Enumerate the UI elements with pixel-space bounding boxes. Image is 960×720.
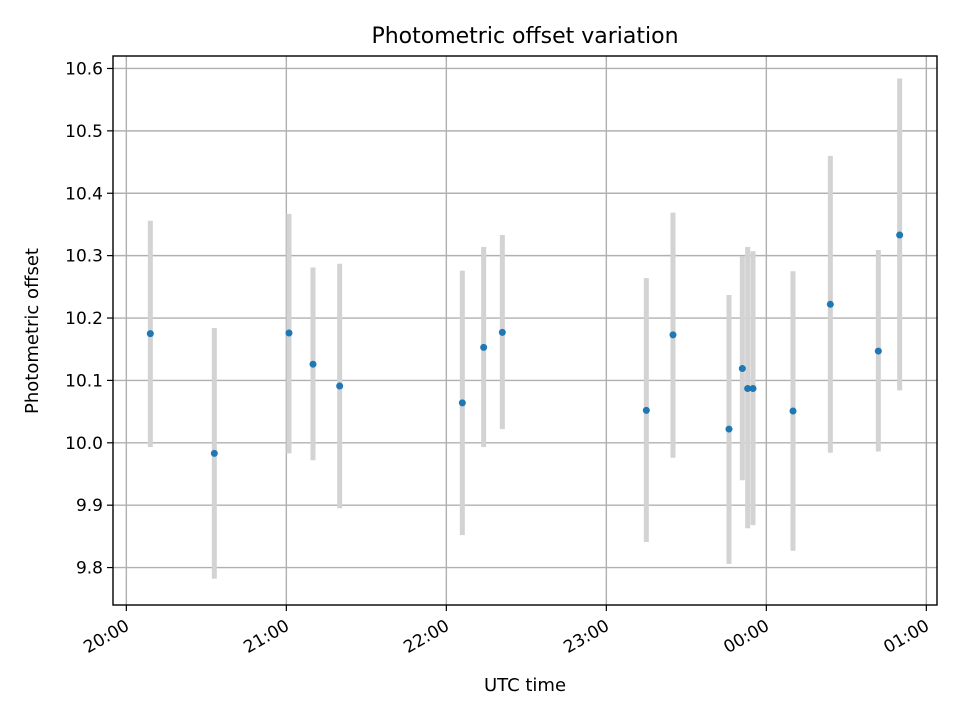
y-tick-label: 9.9 — [76, 496, 103, 516]
y-tick-label: 10.1 — [65, 371, 103, 391]
data-points — [146, 231, 904, 457]
y-axis-label: Photometric offset — [22, 248, 43, 414]
y-tick-label: 10.4 — [65, 184, 103, 204]
x-tick-label: 00:00 — [720, 616, 772, 658]
y-tick-label: 10.5 — [65, 122, 103, 142]
x-tick-label: 20:00 — [80, 616, 132, 658]
y-tick-label: 10.0 — [65, 434, 103, 454]
chart-title: Photometric offset variation — [371, 24, 678, 49]
data-point — [896, 231, 904, 239]
data-point — [210, 449, 218, 457]
plot-frame — [112, 55, 938, 606]
data-point — [642, 406, 650, 414]
data-point — [458, 399, 466, 407]
grid — [113, 56, 937, 605]
y-tick-label: 10.6 — [65, 59, 103, 79]
data-point — [874, 347, 882, 355]
data-point — [669, 331, 677, 339]
data-point — [285, 329, 293, 337]
data-point — [146, 330, 154, 338]
data-point — [789, 407, 797, 415]
data-point — [480, 343, 488, 351]
data-point — [738, 365, 746, 373]
data-point — [725, 425, 733, 433]
x-tick-label: 22:00 — [400, 616, 452, 658]
y-tick-label: 10.2 — [65, 309, 103, 329]
error-bars — [147, 78, 903, 579]
data-point — [309, 360, 317, 368]
x-axis-label: UTC time — [484, 675, 566, 696]
x-tick-label: 23:00 — [560, 616, 612, 658]
data-point — [826, 300, 834, 308]
data-point — [749, 385, 757, 393]
x-tick-label: 01:00 — [880, 616, 932, 658]
x-axis-ticks: 20:00 21:00 22:00 23:00 00:00 01:00 — [80, 605, 933, 658]
y-axis-ticks: 9.8 9.9 10.0 10.1 10.2 10.3 10.4 10.5 10.6 — [65, 59, 113, 579]
data-point — [498, 328, 506, 336]
x-tick-label: 21:00 — [240, 616, 292, 658]
data-point — [744, 385, 752, 393]
y-tick-label: 9.8 — [76, 559, 103, 579]
data-point — [336, 382, 344, 390]
y-tick-label: 10.3 — [65, 247, 103, 267]
